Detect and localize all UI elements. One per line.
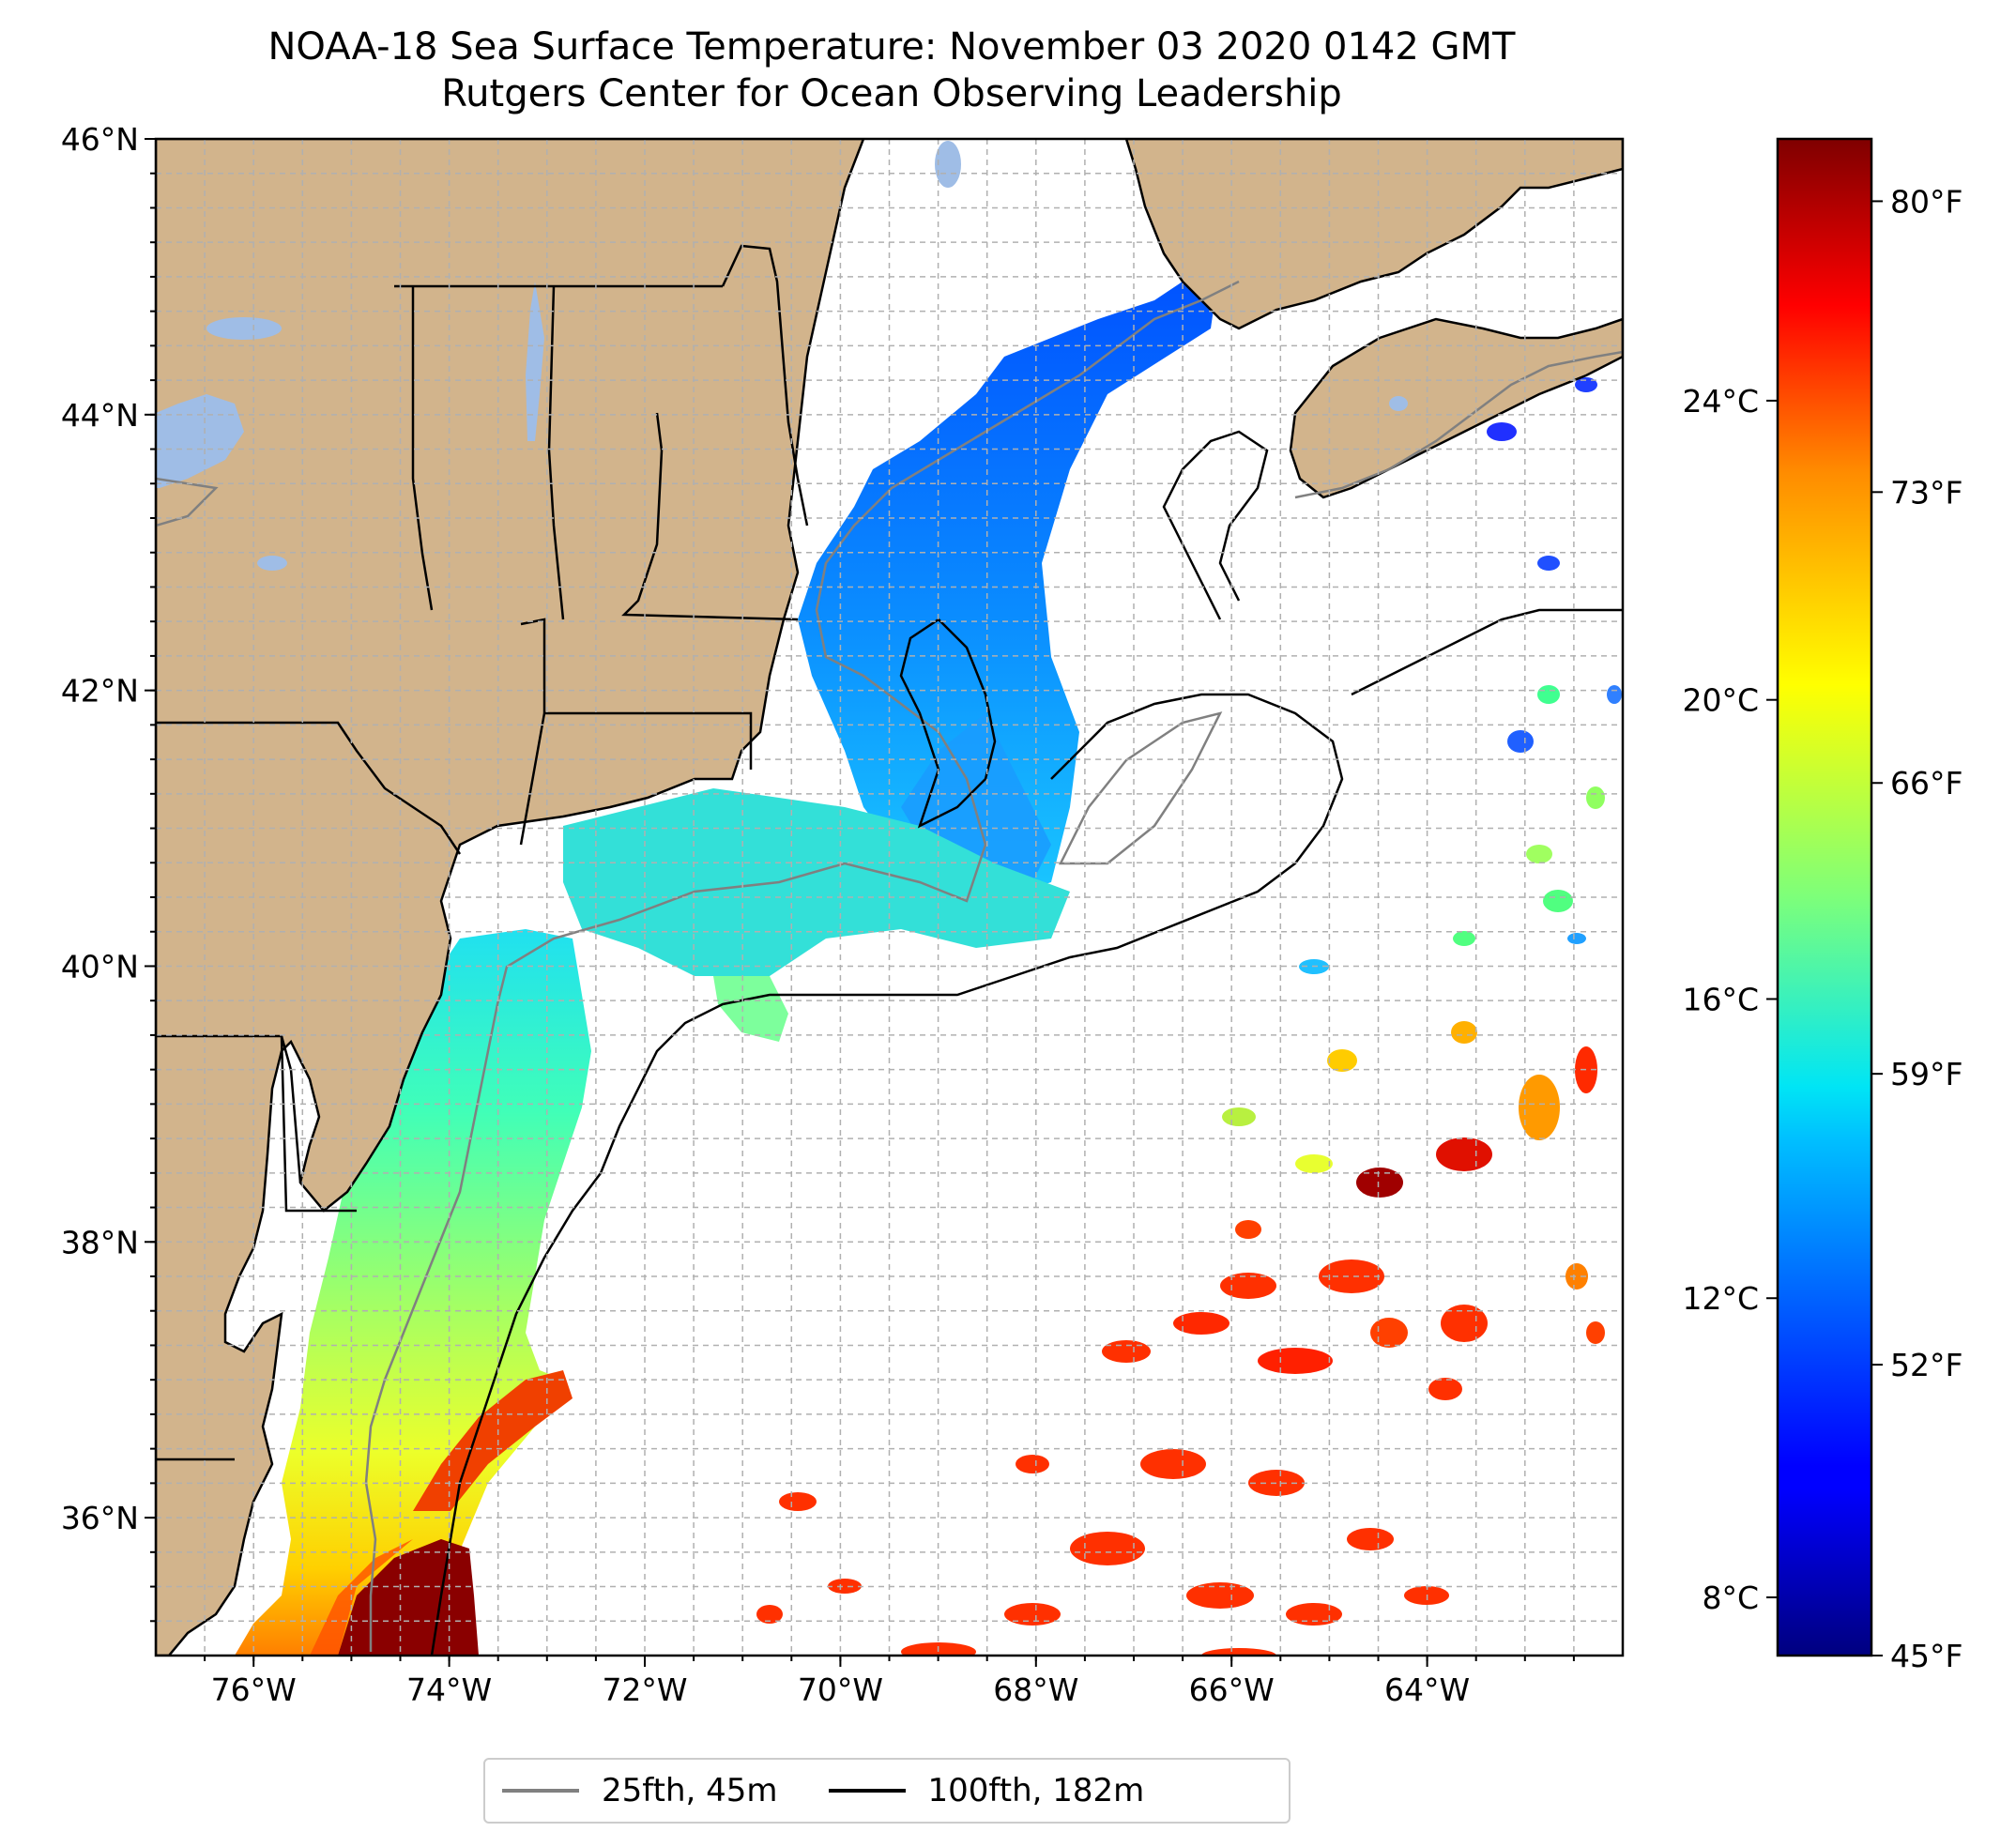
sst-offshore-patches (756, 377, 1622, 1656)
colorbar-f-label: 52°F (1890, 1347, 1963, 1383)
sst-shelf-patch (713, 976, 788, 1042)
sst-mid-atlantic-bight (235, 929, 591, 1656)
lat-tick-label: 46°N (61, 121, 139, 158)
colorbar-f-label: 73°F (1890, 474, 1963, 511)
colorbar (1776, 137, 1873, 1657)
chart-title: NOAA-18 Sea Surface Temperature: Novembe… (267, 25, 1516, 69)
legend-item-100fth: 100fth, 182m (828, 1772, 1145, 1809)
sst-gulf-stream-filament (413, 1370, 573, 1511)
lat-tick-label: 44°N (61, 397, 139, 434)
colorbar-f-label: 80°F (1890, 183, 1963, 220)
lon-tick-label: 72°W (602, 1671, 687, 1708)
lat-tick-label: 38°N (61, 1224, 139, 1260)
sst-gulf-stream-core (338, 1539, 479, 1656)
lakes (156, 141, 1408, 571)
chart-subtitle: Rutgers Center for Ocean Observing Leade… (441, 72, 1342, 115)
lon-tick-label: 70°W (798, 1671, 883, 1708)
axis-labels: 46°N 44°N 42°N 40°N 38°N 36°N 76°W 74°W 72°W 70°W… (61, 121, 1470, 1708)
isobath-25fth (156, 280, 1623, 1652)
lat-tick-label: 40°N (61, 948, 139, 985)
lake-ontario (156, 394, 244, 488)
lon-tick-label: 68°W (993, 1671, 1078, 1708)
colorbar-f-label: 59°F (1890, 1056, 1963, 1092)
axis-ticks (145, 138, 1575, 1667)
lon-tick-label: 76°W (211, 1671, 297, 1708)
colorbar-c-label: 12°C (1682, 1280, 1759, 1317)
legend-line-gray (502, 1789, 579, 1793)
colorbar-c-label: 24°C (1682, 383, 1759, 420)
colorbar-c-label: 20°C (1682, 682, 1759, 719)
isobath-100fth (430, 430, 1623, 1656)
legend: 25fth, 45m 100fth, 182m (483, 1758, 1291, 1824)
lon-tick-label: 66°W (1189, 1671, 1275, 1708)
land-nova-scotia (1289, 317, 1623, 499)
sst-southern-new-england (563, 788, 1070, 976)
colorbar-f-label: 45°F (1890, 1638, 1963, 1674)
colorbar-c-label: 16°C (1682, 981, 1759, 1017)
lon-tick-label: 64°W (1384, 1671, 1470, 1708)
map-content (156, 139, 1623, 1656)
legend-item-25fth: 25fth, 45m (502, 1772, 778, 1809)
lon-tick-label: 74°W (406, 1671, 492, 1708)
lat-tick-label: 36°N (61, 1500, 139, 1536)
legend-line-black (828, 1789, 906, 1793)
legend-label-100fth: 100fth, 182m (927, 1772, 1145, 1809)
sst-gulf-of-maine (798, 263, 1220, 901)
lat-tick-label: 42°N (61, 673, 139, 710)
colorbar-c-label: 8°C (1702, 1580, 1759, 1616)
lake-champlain (526, 282, 544, 441)
gridlines (156, 139, 1623, 1656)
colorbar-f-label: 66°F (1890, 765, 1963, 801)
colorbar-labels: 80°F 73°F 66°F 59°F 52°F 45°F 24°C 20°C 16°C 12°C… (1682, 183, 1963, 1674)
colorbar-ticks (1766, 200, 1883, 1656)
legend-label-25fth: 25fth, 45m (602, 1772, 778, 1809)
sst-gulf-stream-edge (310, 1539, 413, 1656)
